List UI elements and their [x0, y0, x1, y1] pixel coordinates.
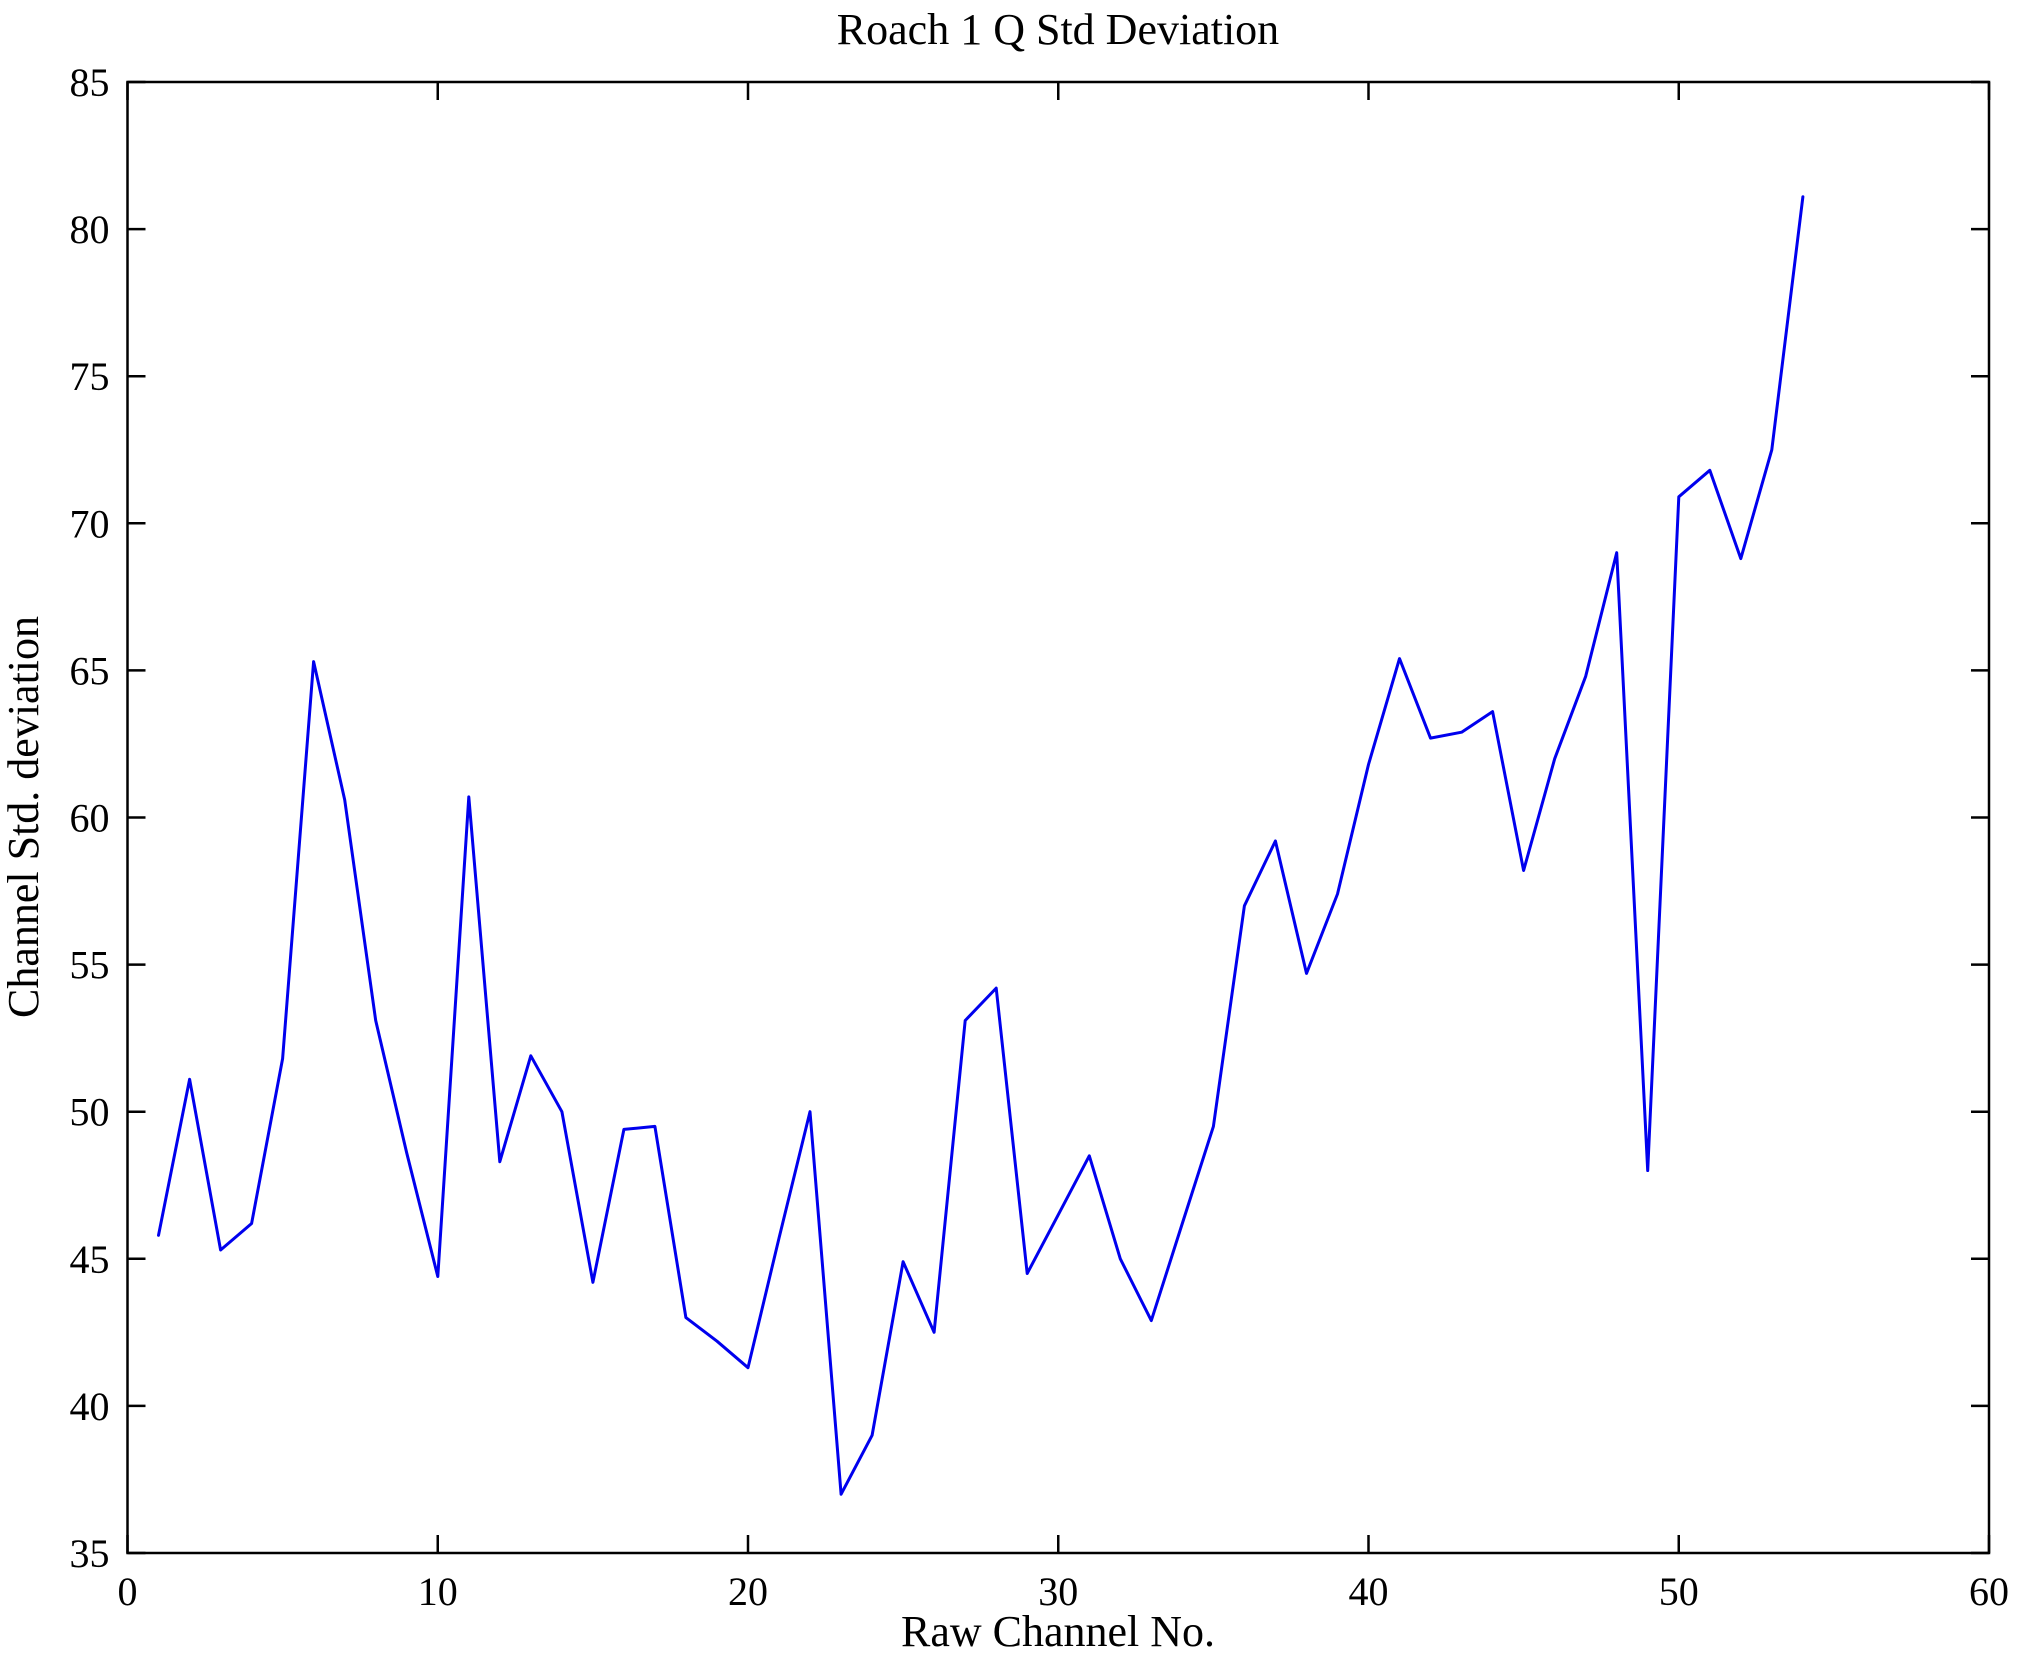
- y-axis-label: Channel Std. deviation: [0, 616, 48, 1018]
- plot-box: [126, 80, 1991, 1555]
- y-tick-label: 65: [70, 648, 110, 693]
- x-axis-tick-labels: 0 10 20 30 40 50 60: [118, 1569, 2010, 1614]
- x-axis-ticks: [126, 82, 1991, 1553]
- y-tick-label: 75: [70, 354, 110, 399]
- x-tick-label: 10: [418, 1569, 458, 1614]
- data-series-line: [157, 195, 1805, 1496]
- x-axis-label: Raw Channel No.: [901, 1607, 1215, 1656]
- x-tick-label: 30: [1038, 1569, 1078, 1614]
- x-tick-label: 0: [118, 1569, 138, 1614]
- y-tick-label: 60: [70, 796, 110, 841]
- y-tick-label: 55: [70, 943, 110, 988]
- x-tick-label: 40: [1349, 1569, 1389, 1614]
- y-tick-label: 85: [70, 60, 110, 105]
- y-tick-label: 70: [70, 501, 110, 546]
- y-tick-label: 35: [70, 1531, 110, 1576]
- y-tick-label: 40: [70, 1384, 110, 1429]
- y-tick-label: 50: [70, 1090, 110, 1135]
- chart-title: Roach 1 Q Std Deviation: [837, 5, 1279, 54]
- x-tick-label: 60: [1969, 1569, 2009, 1614]
- y-tick-label: 80: [70, 207, 110, 252]
- y-axis-ticks: [127, 80, 1989, 1555]
- x-tick-label: 20: [728, 1569, 768, 1614]
- y-tick-label: 45: [70, 1237, 110, 1282]
- y-axis-tick-labels: 35 40 45 50 55 60 65 70 75 80 85: [70, 60, 110, 1576]
- x-tick-label: 50: [1659, 1569, 1699, 1614]
